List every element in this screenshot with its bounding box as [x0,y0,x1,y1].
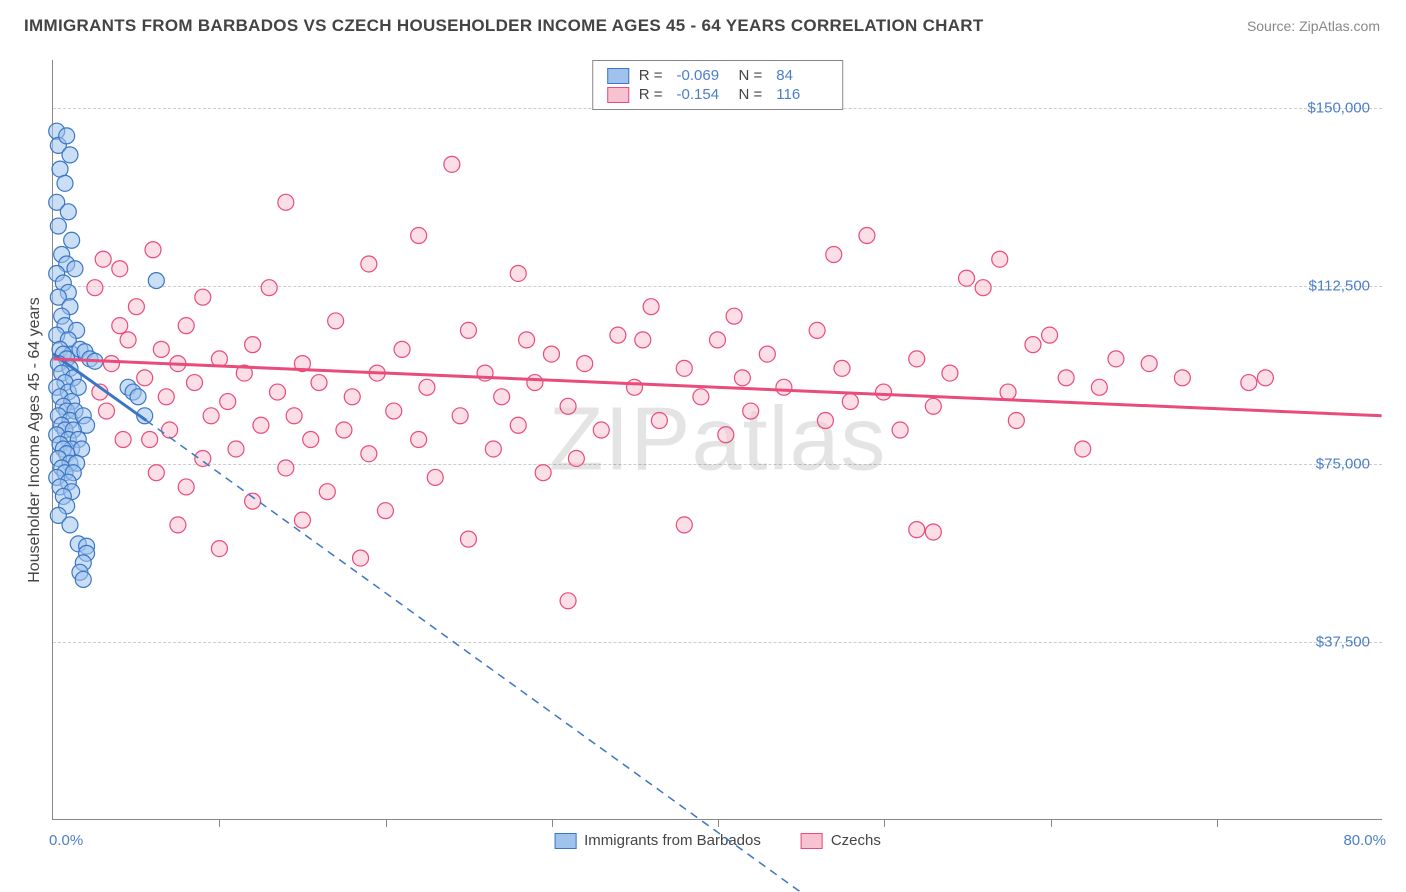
legend-n-label-1: N = [739,67,763,84]
scatter-plot-area: Householder Income Ages 45 - 64 years $3… [52,60,1382,820]
legend-bottom-swatch-1 [554,833,576,849]
chart-title: IMMIGRANTS FROM BARBADOS VS CZECH HOUSEH… [24,16,984,36]
series-legend: Immigrants from Barbados Czechs [554,832,881,849]
x-axis-max-label: 80.0% [1343,832,1386,849]
trend-line-dashed [146,421,883,892]
legend-r-label-1: R = [639,67,663,84]
x-axis-min-label: 0.0% [49,832,83,849]
source-name: ZipAtlas.com [1299,18,1380,34]
legend-bottom-swatch-2 [801,833,823,849]
source-label: Source: [1247,18,1299,34]
y-axis-title: Householder Income Ages 45 - 64 years [26,297,44,583]
legend-n-label-2: N = [739,86,763,103]
correlation-legend: R = -0.069 N = 84 R = -0.154 N = 116 [592,60,844,110]
legend-n-value-1: 84 [776,67,828,84]
legend-row-series-2: R = -0.154 N = 116 [607,85,829,104]
legend-row-series-1: R = -0.069 N = 84 [607,66,829,85]
trend-line-solid [53,354,146,420]
trend-lines-layer [53,60,1382,819]
legend-r-value-2: -0.154 [677,86,729,103]
legend-swatch-1 [607,68,629,84]
legend-swatch-2 [607,87,629,103]
legend-series-2-name: Czechs [831,832,881,849]
trend-line-solid [53,359,1381,416]
legend-n-value-2: 116 [776,86,828,103]
legend-item-2: Czechs [801,832,881,849]
legend-r-label-2: R = [639,86,663,103]
legend-r-value-1: -0.069 [677,67,729,84]
legend-series-1-name: Immigrants from Barbados [584,832,761,849]
source-attribution: Source: ZipAtlas.com [1247,18,1380,34]
